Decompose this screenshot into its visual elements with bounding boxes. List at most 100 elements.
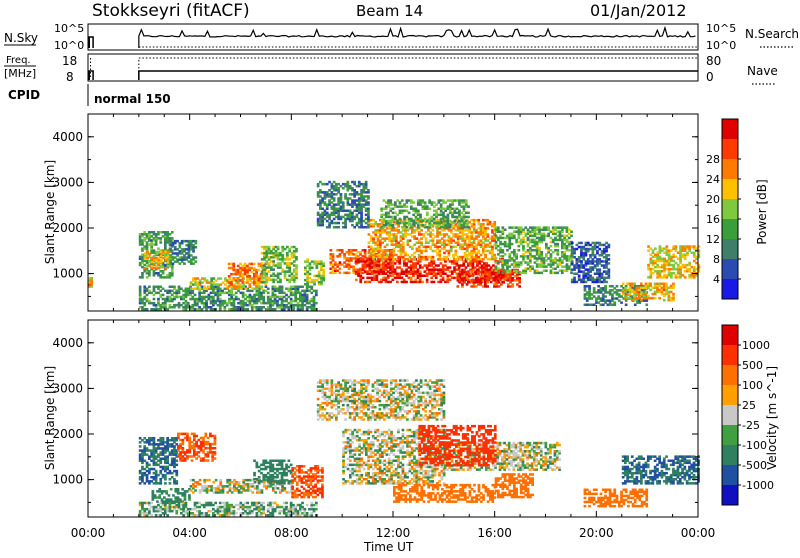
velocity-cell [139,476,142,479]
power-cell [672,272,675,275]
power-cell [531,265,534,268]
power-cell [568,255,571,258]
power-cell [682,274,685,277]
power-cell [458,264,461,267]
power-cell [652,293,655,296]
power-cell [576,273,579,276]
power-cell [647,245,650,248]
velocity-cell [169,464,172,467]
power-cell [649,289,652,292]
power-cell [358,181,361,184]
power-cell [520,226,523,229]
power-cell [556,272,559,275]
power-cell [598,254,601,257]
power-cell [149,261,152,264]
power-cell [394,212,397,215]
power-cell [675,256,678,259]
power-cell [547,226,550,229]
power-cell [491,235,494,238]
power-cell [309,277,312,280]
power-cell [398,273,401,276]
power-cell [504,259,507,262]
power-cell [157,292,160,295]
power-cell [608,268,611,271]
power-cell [224,288,227,291]
power-cell [563,251,566,254]
power-cell [596,277,599,280]
power-cell [199,288,202,291]
power-cell [399,201,402,204]
power-cell [420,256,423,258]
power-cell [554,272,557,275]
power-cell [426,226,429,229]
power-cell [661,287,664,290]
date-title: 01/Jan/2012 [590,1,687,20]
power-cell [431,201,434,204]
power-cell [401,277,404,280]
power-cell [384,237,387,240]
power-cell [153,255,156,258]
power-cell [240,286,243,289]
power-cell [358,218,361,221]
power-cell [608,258,611,261]
power-cell [169,290,172,293]
power-cell [267,292,270,295]
power-cell [377,229,380,232]
power-cell [288,306,291,309]
power-cell [318,281,321,284]
power-cell [371,266,374,269]
power-cell [652,249,655,252]
power-cell [335,208,338,211]
power-cell [306,271,309,274]
power-colorbar-swatch [722,139,738,159]
power-cell [573,273,576,276]
power-cell [578,264,581,267]
power-cell [484,279,487,282]
power-cell [265,273,268,276]
power-cell [339,268,342,271]
power-cell [262,296,265,299]
velocity-cell [159,451,162,454]
power-cell [148,243,151,246]
power-cell [286,252,289,255]
power-cell [506,235,509,238]
power-cell [188,260,191,263]
power-cell [281,254,284,257]
power-cell [258,306,261,309]
power-cell [288,275,291,278]
power-cell [433,210,436,213]
power-cell [357,255,360,258]
power-cell [337,222,340,225]
velocity-cell [143,437,146,440]
nsky-tick-top: 10^5 [54,22,84,35]
power-cell [362,249,365,252]
power-cell [172,242,175,245]
power-cell [387,275,390,278]
power-cell [395,254,398,256]
velocity-cell [169,482,172,485]
power-cell [504,270,507,273]
power-cell [446,266,449,269]
power-cell [185,240,188,243]
power-cell [146,260,149,263]
power-cell [433,266,436,269]
power-cell [441,237,444,240]
power-cell [399,222,402,225]
power-cell [447,205,450,208]
power-cell [344,193,347,196]
power-cell [392,260,395,263]
power-cell [425,237,428,240]
velocity-cell [159,466,162,469]
power-cell [454,199,457,202]
power-cell [304,260,307,263]
power-cell [670,256,673,259]
power-cell [371,277,374,280]
power-cell [480,223,483,226]
power-cell [378,281,381,284]
power-cell [545,235,548,238]
power-cell [444,273,447,276]
power-cell [359,275,362,278]
power-cell [385,277,388,280]
power-cell [514,275,517,278]
power-cell [536,237,539,240]
